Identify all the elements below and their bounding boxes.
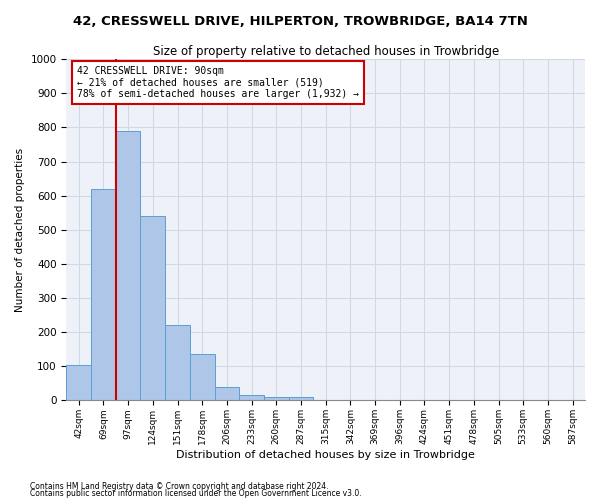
Bar: [67, 364, 91, 400]
Bar: [239, 395, 264, 400]
Bar: [165, 326, 190, 400]
Bar: [289, 396, 313, 400]
Bar: [91, 189, 116, 400]
Y-axis label: Number of detached properties: Number of detached properties: [15, 148, 25, 312]
Text: Contains HM Land Registry data © Crown copyright and database right 2024.: Contains HM Land Registry data © Crown c…: [30, 482, 329, 491]
Bar: [190, 354, 215, 401]
Text: Contains public sector information licensed under the Open Government Licence v3: Contains public sector information licen…: [30, 489, 362, 498]
Bar: [140, 216, 165, 400]
X-axis label: Distribution of detached houses by size in Trowbridge: Distribution of detached houses by size …: [176, 450, 475, 460]
Title: Size of property relative to detached houses in Trowbridge: Size of property relative to detached ho…: [152, 45, 499, 58]
Bar: [264, 397, 289, 400]
Text: 42 CRESSWELL DRIVE: 90sqm
← 21% of detached houses are smaller (519)
78% of semi: 42 CRESSWELL DRIVE: 90sqm ← 21% of detac…: [77, 66, 359, 99]
Bar: [215, 387, 239, 400]
Text: 42, CRESSWELL DRIVE, HILPERTON, TROWBRIDGE, BA14 7TN: 42, CRESSWELL DRIVE, HILPERTON, TROWBRID…: [73, 15, 527, 28]
Bar: [116, 131, 140, 400]
